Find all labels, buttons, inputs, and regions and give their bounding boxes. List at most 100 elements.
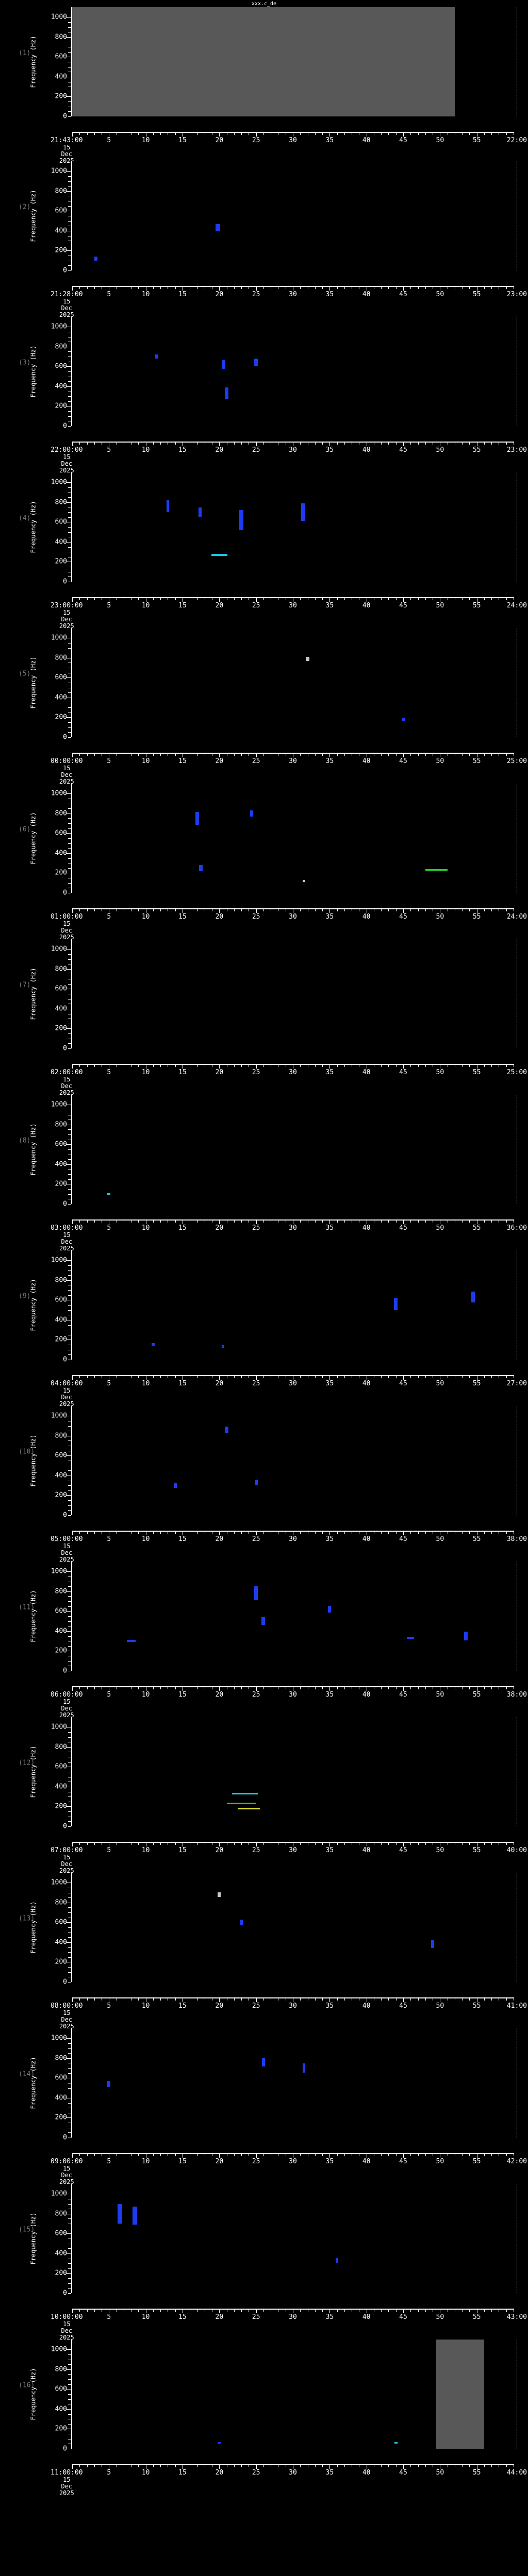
x-axis-tick [344,442,345,445]
y-axis-tick [67,1806,71,1807]
detection-blob [118,2204,122,2224]
plot-area[interactable] [72,1717,514,1826]
x-axis-tick-label: 55 [472,2469,481,2477]
x-axis-tick [160,908,161,911]
plot-area[interactable] [72,161,514,270]
x-axis-tick [263,753,264,756]
y-axis-tick [67,793,71,794]
y-axis-tick [68,2288,71,2289]
x-axis-tick [175,908,176,911]
panel-number: (13) [19,1914,35,1923]
x-axis-tick [322,1686,323,1689]
x-axis-tick [160,1531,161,1534]
plot-area[interactable] [72,317,514,426]
x-axis-end-time-label: 23:00 [506,446,527,454]
plot-area[interactable] [72,7,514,116]
x-axis-tick [234,2309,235,2312]
y-axis-title: Frequency (Hz) [29,36,37,88]
x-axis-tick [87,2309,88,2312]
x-axis-tick [395,442,397,445]
y-axis-tick [67,1495,71,1496]
plot-area[interactable] [72,1095,514,1204]
x-axis-tick [175,286,176,289]
x-axis-tick [337,908,338,911]
plot-area[interactable] [72,628,514,737]
plot-area[interactable] [72,1873,514,1982]
x-axis-tick [329,1219,331,1224]
date-year: 2025 [59,2023,74,2030]
y-axis-tick-label: 800 [55,654,67,662]
y-axis-tick-label: 1000 [51,1567,67,1575]
x-axis-line [72,2464,514,2469]
x-axis-tick-label: 35 [325,446,334,454]
plot-area[interactable] [72,1406,514,1515]
x-axis-start-time-label: 22:00:00 15 Dec 2025 [51,447,83,474]
x-axis-start-time-label: 23:00:00 15 Dec 2025 [51,602,83,630]
x-axis-tick [484,2309,485,2312]
x-axis-tick-label: 10 [141,913,150,921]
y-axis-title: Frequency (Hz) [29,1901,37,1954]
y-axis-tick-label: 800 [55,2210,67,2218]
x-axis-tick [418,1842,419,1845]
y-axis-tick [67,1922,71,1923]
y-axis-tick-label: 400 [55,73,67,81]
x-axis-tick [344,1997,345,2001]
plot-area[interactable] [72,2184,514,2293]
y-axis-line [67,7,72,117]
x-axis-tick [315,2309,316,2312]
plot-area[interactable] [72,1250,514,1360]
x-axis-tick-label: 40 [362,1069,371,1076]
x-axis-tick [300,1531,301,1534]
x-axis-tick-label: 45 [399,2002,407,2010]
y-axis-tick [68,828,71,829]
y-axis-tick [68,270,71,271]
start-time-text: 08:00:00 [51,2002,83,2010]
detection-blob [238,1807,260,1809]
y-axis-tick [68,1048,71,1049]
plot-area[interactable] [72,2340,514,2449]
y-axis-tick-label: 600 [55,985,67,993]
x-axis-tick [388,442,389,445]
x-axis-tick [72,908,73,913]
x-axis-tick-label: 45 [399,913,407,921]
x-axis-tick [138,753,139,756]
y-axis-tick-label: 0 [63,1667,67,1675]
x-axis-tick-label: 30 [289,1380,297,1387]
y-axis-tick [68,2278,71,2279]
date-year: 2025 [59,311,74,318]
x-axis-tick-label: 45 [399,291,407,298]
y-axis-tick [68,27,71,28]
start-time-text: 02:00:00 [51,1069,83,1076]
x-axis-tick [138,2309,139,2312]
x-axis-tick [87,1219,88,1223]
detection-blob [431,1940,434,1948]
y-axis-tick [68,547,71,548]
plot-area[interactable] [72,1562,514,1671]
x-axis-tick [418,597,419,600]
y-axis-tick [67,37,71,38]
detection-blob [425,869,448,871]
y-axis-tick [68,1957,71,1958]
x-axis-tick-label: 5 [107,137,111,144]
plot-area[interactable] [72,784,514,893]
x-axis-tick [197,753,198,756]
y-axis-tick-label: 200 [55,557,67,566]
x-axis-tick [381,1375,382,1378]
y-axis-tick-label: 200 [55,402,67,410]
x-axis-tick [79,286,80,289]
x-axis-tick [388,2153,389,2156]
y-axis-tick-label: 800 [55,1899,67,1907]
x-axis-tick [87,1842,88,1845]
x-axis-tick-label: 35 [325,757,334,765]
y-axis-tick [68,426,71,427]
x-axis-tick [395,1531,397,1534]
x-axis-tick-label: 35 [325,1069,334,1076]
x-axis-tick [256,1842,257,1846]
plot-area[interactable] [72,939,514,1048]
x-axis-tick [418,2153,419,2156]
start-time-text: 04:00:00 [51,1380,83,1387]
x-axis-tick-label: 55 [472,602,481,609]
plot-area[interactable] [72,2028,514,2138]
plot-area[interactable] [72,472,514,582]
x-axis-tick [300,1064,301,1067]
